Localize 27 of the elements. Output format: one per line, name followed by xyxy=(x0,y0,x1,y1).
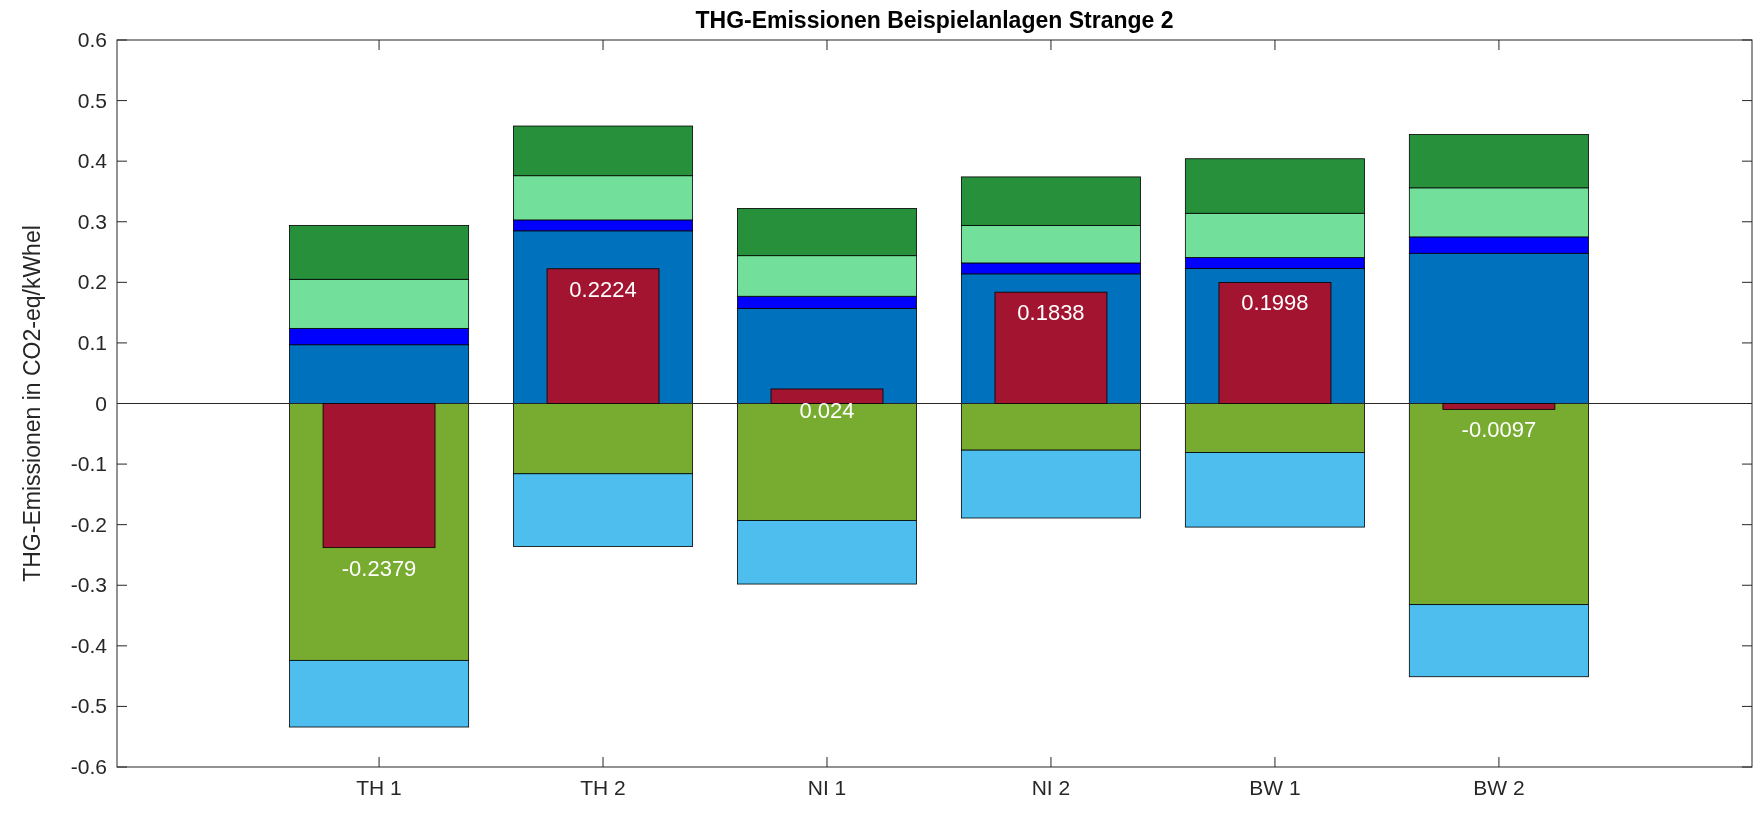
y-tick-label: 0 xyxy=(95,391,107,415)
data-label: 0.2224 xyxy=(569,276,637,302)
y-tick-label: 0.6 xyxy=(77,28,107,51)
y-tick-label: 0.3 xyxy=(77,209,107,233)
x-tick-label: BW 1 xyxy=(1249,776,1301,799)
y-tick-label: 0.2 xyxy=(77,270,107,294)
x-tick-label: TH 1 xyxy=(356,776,402,799)
chart-title: THG-Emissionen Beispielanlagen Strange 2 xyxy=(695,7,1174,33)
data-label: -0.0097 xyxy=(1461,417,1537,443)
x-tick-label: NI 2 xyxy=(1031,776,1071,799)
y-tick-label: -0.5 xyxy=(70,694,107,718)
data-label: -0.2379 xyxy=(341,555,417,581)
x-tick-label: BW 2 xyxy=(1473,776,1525,799)
x-tick-label: NI 1 xyxy=(807,776,847,799)
y-tick-label: -0.1 xyxy=(70,452,107,476)
data-label: 0.024 xyxy=(799,397,855,423)
y-tick-label: 0.5 xyxy=(77,88,107,112)
y-axis-title: THG-Emissionen in CO2-eq/kWhel xyxy=(19,225,45,582)
x-tick-label: TH 2 xyxy=(580,776,626,799)
y-tick-label: 0.1 xyxy=(77,330,107,354)
y-tick-label: -0.2 xyxy=(70,512,107,536)
y-tick-label: -0.3 xyxy=(70,573,107,597)
data-label: 0.1998 xyxy=(1241,290,1309,316)
y-tick-label: 0.4 xyxy=(77,149,108,173)
y-tick-label: -0.6 xyxy=(70,755,107,778)
data-label: 0.1838 xyxy=(1017,300,1085,326)
y-tick-label: -0.4 xyxy=(70,633,108,657)
